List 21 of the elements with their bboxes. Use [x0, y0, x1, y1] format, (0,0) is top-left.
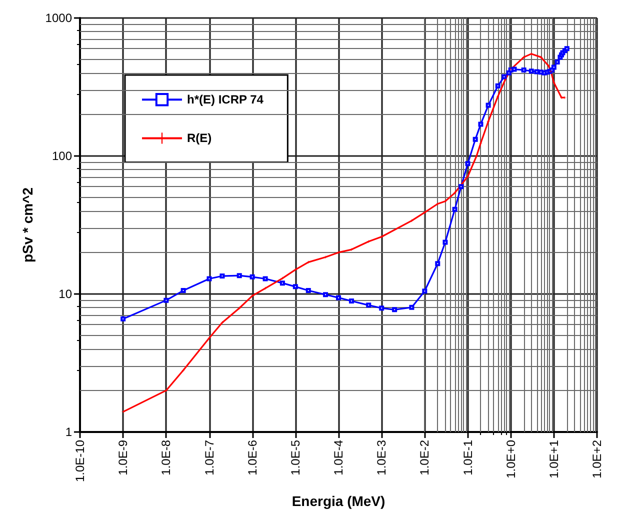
x-tick-label: 1.0E-7 [202, 440, 216, 476]
x-tick-label: 1.0E-1 [460, 440, 475, 476]
x-tick-label: 1.0E-5 [288, 440, 302, 476]
x-tick-label: 1.0E-4 [332, 440, 346, 476]
x-tick-label: 1.0E-2 [418, 440, 432, 476]
legend-label: h*(E) ICRP 74 [187, 92, 264, 107]
x-tick-label: 1.0E-10 [73, 440, 87, 482]
x-tick-label: 1.0E-9 [116, 440, 130, 476]
x-tick-label: 1.0E-6 [245, 440, 260, 476]
y-tick-label: 10 [58, 287, 72, 301]
x-tick-label: 1.0E+2 [590, 440, 604, 478]
y-tick-label: 1000 [45, 11, 72, 25]
x-tick-label: 1.0E-3 [374, 440, 389, 476]
y-tick-label: 100 [52, 149, 72, 163]
y-tick-label: 1 [65, 425, 72, 439]
x-axis-title: Energia (MeV) [292, 493, 386, 509]
x-tick-label: 1.0E-8 [159, 440, 174, 476]
y-axis-title: pSv * cm^2 [19, 187, 36, 263]
x-tick-label: 1.0E+0 [504, 440, 518, 478]
legend-label: R(E) [187, 131, 212, 146]
x-tick-label: 1.0E+1 [546, 440, 561, 478]
